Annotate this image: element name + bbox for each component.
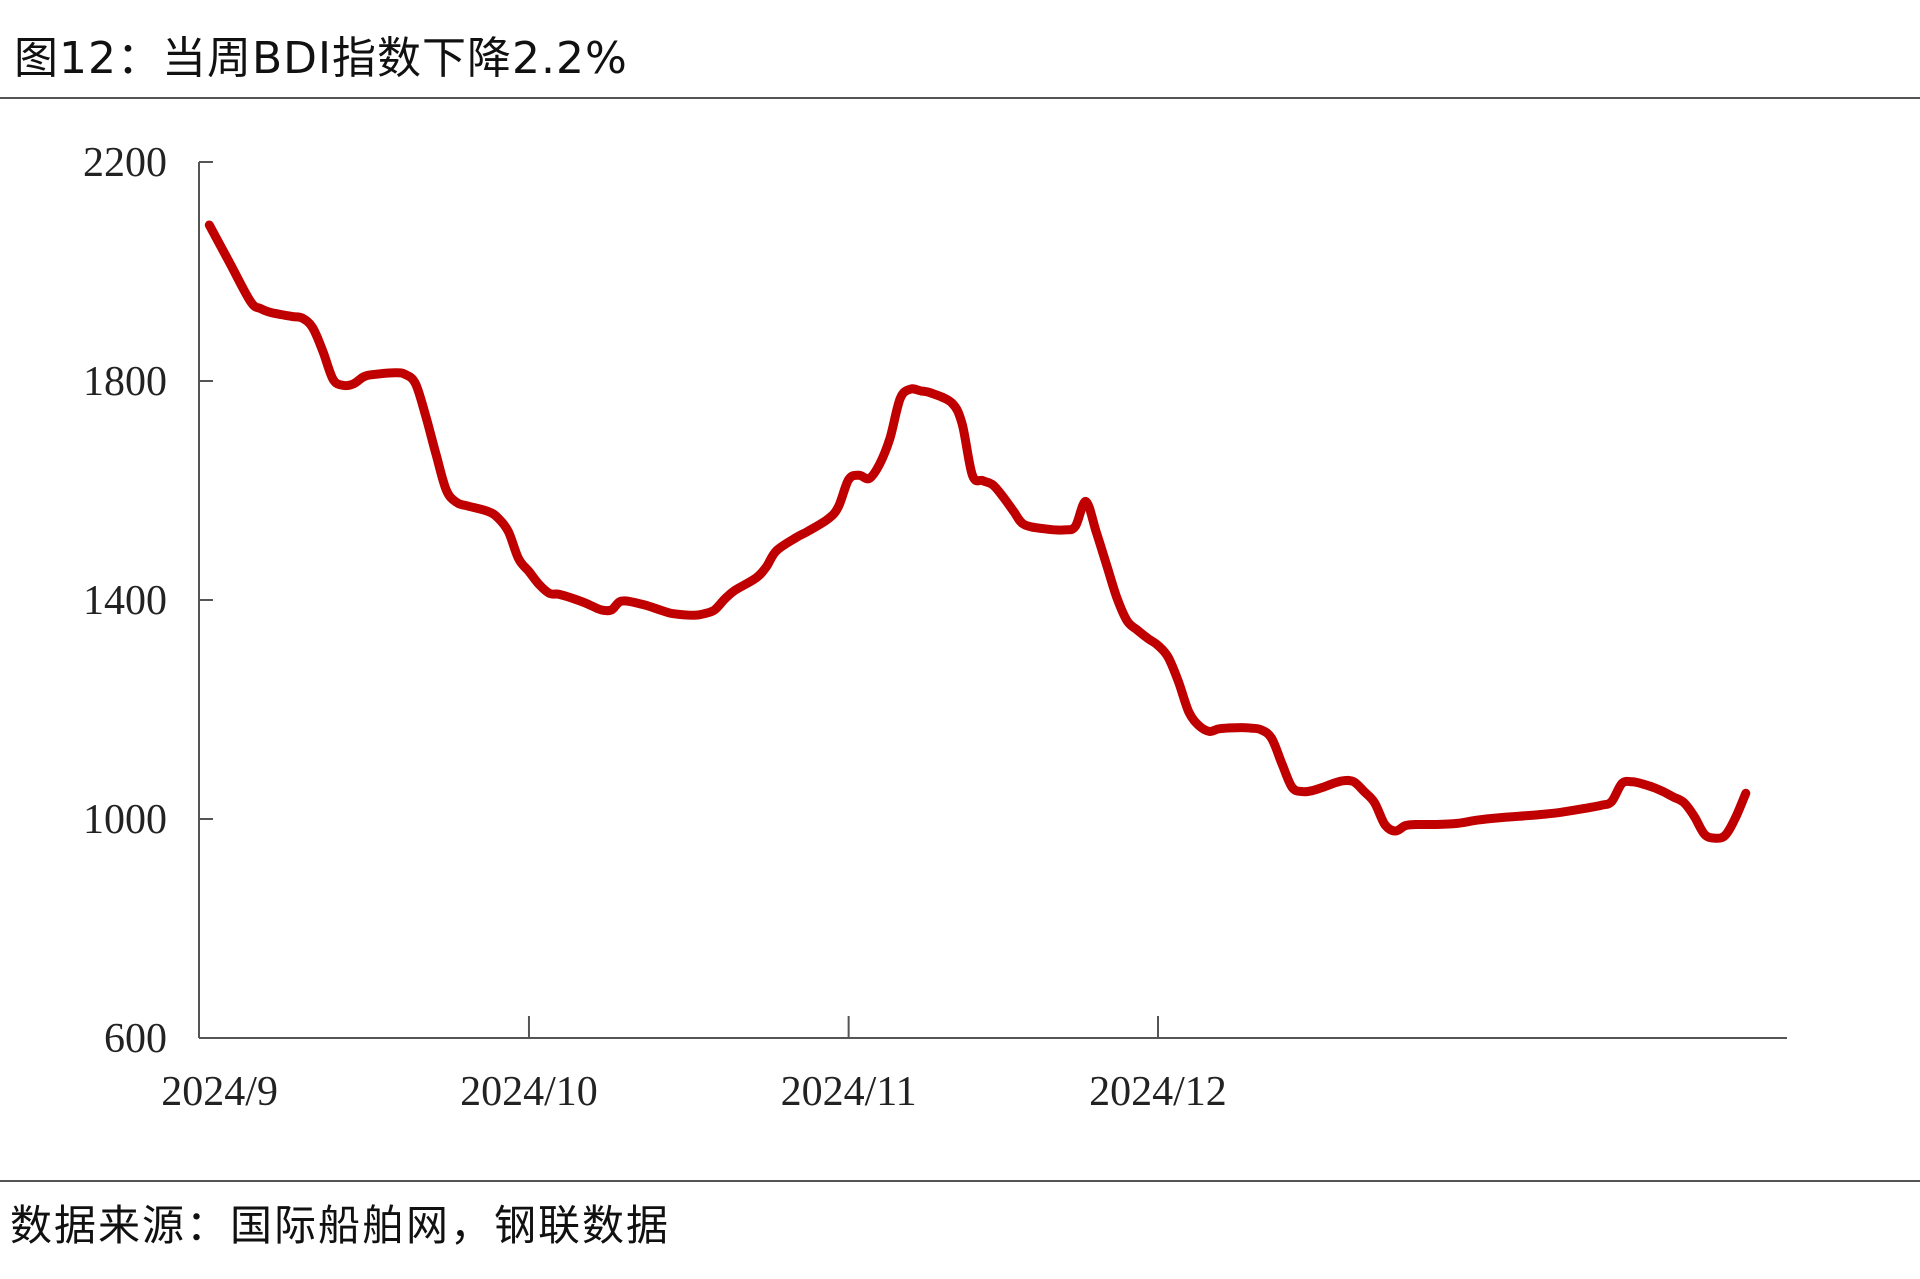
data-source: 数据来源：国际船舶网，钢联数据	[10, 1201, 671, 1250]
x-tick-label: 2024/10	[460, 1069, 598, 1115]
title-divider	[0, 97, 1920, 99]
y-tick-label: 1000	[83, 797, 167, 843]
bdi-line-chart: 600 1000 1400 1800 2200 2024/9 2024/10 2024/11…	[83, 140, 1787, 1115]
bdi-series-line	[204, 220, 1751, 843]
y-tick-label: 1400	[83, 578, 167, 624]
x-tick-label: 2024/12	[1089, 1069, 1227, 1115]
x-axis-ticks: 2024/9 2024/10 2024/11 2024/12	[161, 1016, 1227, 1115]
footer-divider	[0, 1180, 1920, 1182]
chart-axes	[198, 162, 1787, 1039]
y-tick-label: 1800	[83, 359, 167, 405]
y-tick-label: 600	[104, 1016, 167, 1062]
x-tick-label: 2024/11	[781, 1069, 917, 1115]
y-axis-ticks: 600 1000 1400 1800 2200	[83, 140, 213, 1062]
page-title: 图12：当周BDI指数下降2.2%	[14, 33, 628, 84]
x-tick-label: 2024/9	[161, 1069, 278, 1115]
y-tick-label: 2200	[83, 140, 167, 186]
